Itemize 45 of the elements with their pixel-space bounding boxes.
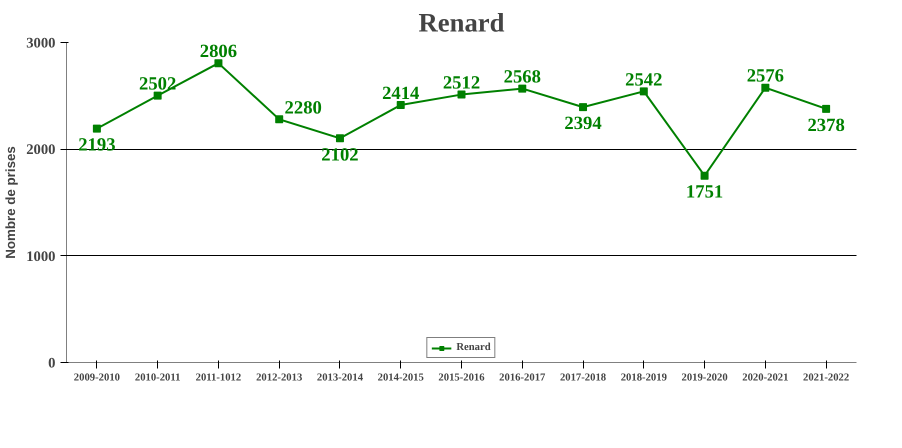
point [822,104,830,113]
point [761,84,770,92]
x-tick-label: 2017-2018 [560,372,606,384]
x-tick-label: 2019-2020 [681,372,728,384]
y-tick-label: 3000 [26,36,56,52]
x-tick-label: 2011-1012 [196,372,242,384]
point [275,115,284,124]
data-label: 2542 [625,69,662,90]
point [154,92,162,100]
y-tick-label: 2000 [26,142,56,158]
y-tick-label: 1000 [26,248,56,265]
point [458,90,466,99]
x-tick-label: 2015-2016 [438,372,486,384]
point [214,59,222,68]
x-tick-label: 2009-2010 [74,372,120,384]
point [396,101,405,110]
point [640,87,648,96]
x-tick-label: 2010-2011 [134,372,180,384]
x-tick-label: 2014-2015 [378,372,424,384]
y-axis-title: Nombre de prises [3,146,18,259]
data-label: 2568 [504,66,541,88]
data-label: 2394 [564,113,602,134]
data-label: 2576 [746,66,784,87]
point [518,84,526,93]
x-tick-label: 2021-2022 [803,372,850,384]
data-label: 2502 [139,74,176,95]
data-label: 2102 [321,144,359,166]
x-tick-label: 2012-2013 [256,372,302,384]
point [336,134,344,142]
data-label: 2806 [200,41,238,62]
x-tick-label: 2013-2014 [316,372,364,384]
legend-label: Renard [456,342,491,353]
y-tick-label: 0 [48,356,56,372]
data-label: 2512 [442,72,480,94]
x-tick-label: 2020-2021 [742,372,788,384]
point [700,172,709,180]
chart-title: Renard [418,8,505,38]
data-label: 2378 [807,114,845,136]
point [92,124,101,133]
x-tick-label: 2018-2019 [620,372,667,384]
x-tick-label: 2016-2017 [499,372,546,384]
data-label: 1751 [686,182,724,203]
data-label: 2280 [284,97,322,118]
data-label: 2414 [382,83,420,104]
point [579,103,588,112]
